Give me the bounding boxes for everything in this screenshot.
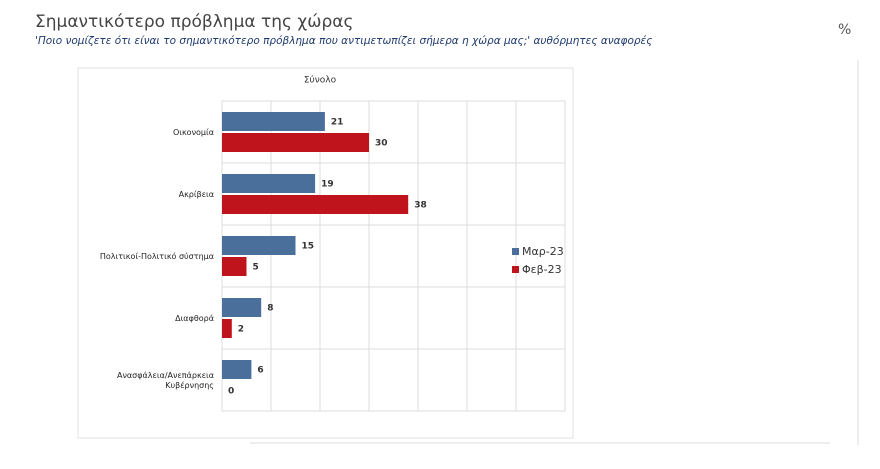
category-label: Διαφθορά bbox=[175, 314, 214, 323]
category-label: Ανασφάλεια/Ανεπάρκεια Κυβέρνησης bbox=[117, 371, 214, 390]
category-label: Οικονομία bbox=[173, 128, 214, 137]
bar bbox=[222, 112, 325, 131]
legend-swatch bbox=[512, 266, 519, 273]
bar bbox=[222, 133, 369, 152]
data-label: 38 bbox=[414, 201, 427, 211]
data-label: 2 bbox=[238, 325, 244, 335]
page-title: Σημαντικότερο πρόβλημα της χώρας bbox=[35, 12, 353, 32]
data-label: 0 bbox=[228, 387, 234, 397]
data-label: 21 bbox=[331, 118, 344, 128]
category-label: Ακρίβεια bbox=[179, 190, 214, 199]
page-subtitle: 'Ποιο νομίζετε ότι είναι το σημαντικότερ… bbox=[35, 35, 652, 47]
bar bbox=[222, 174, 316, 193]
data-label: 8 bbox=[267, 304, 273, 314]
data-label: 19 bbox=[321, 180, 334, 190]
data-label: 5 bbox=[253, 263, 259, 273]
bar bbox=[222, 298, 262, 317]
legend-swatch bbox=[512, 248, 519, 255]
bar bbox=[222, 257, 247, 276]
bar bbox=[222, 319, 232, 338]
chart-title: Σύνολο bbox=[304, 75, 337, 86]
data-label: 6 bbox=[257, 366, 263, 376]
legend-label: Φεβ-23 bbox=[522, 263, 562, 276]
bar bbox=[222, 360, 252, 379]
category-label: Πολιτικοί-Πολιτικό σύστημα bbox=[100, 251, 214, 261]
legend-label: Μαρ-23 bbox=[522, 245, 564, 258]
data-label: 15 bbox=[302, 242, 315, 252]
unit-label: % bbox=[838, 22, 851, 38]
bar bbox=[222, 195, 409, 214]
bar bbox=[222, 236, 296, 255]
data-label: 30 bbox=[375, 139, 388, 149]
chart-frame bbox=[77, 67, 574, 439]
